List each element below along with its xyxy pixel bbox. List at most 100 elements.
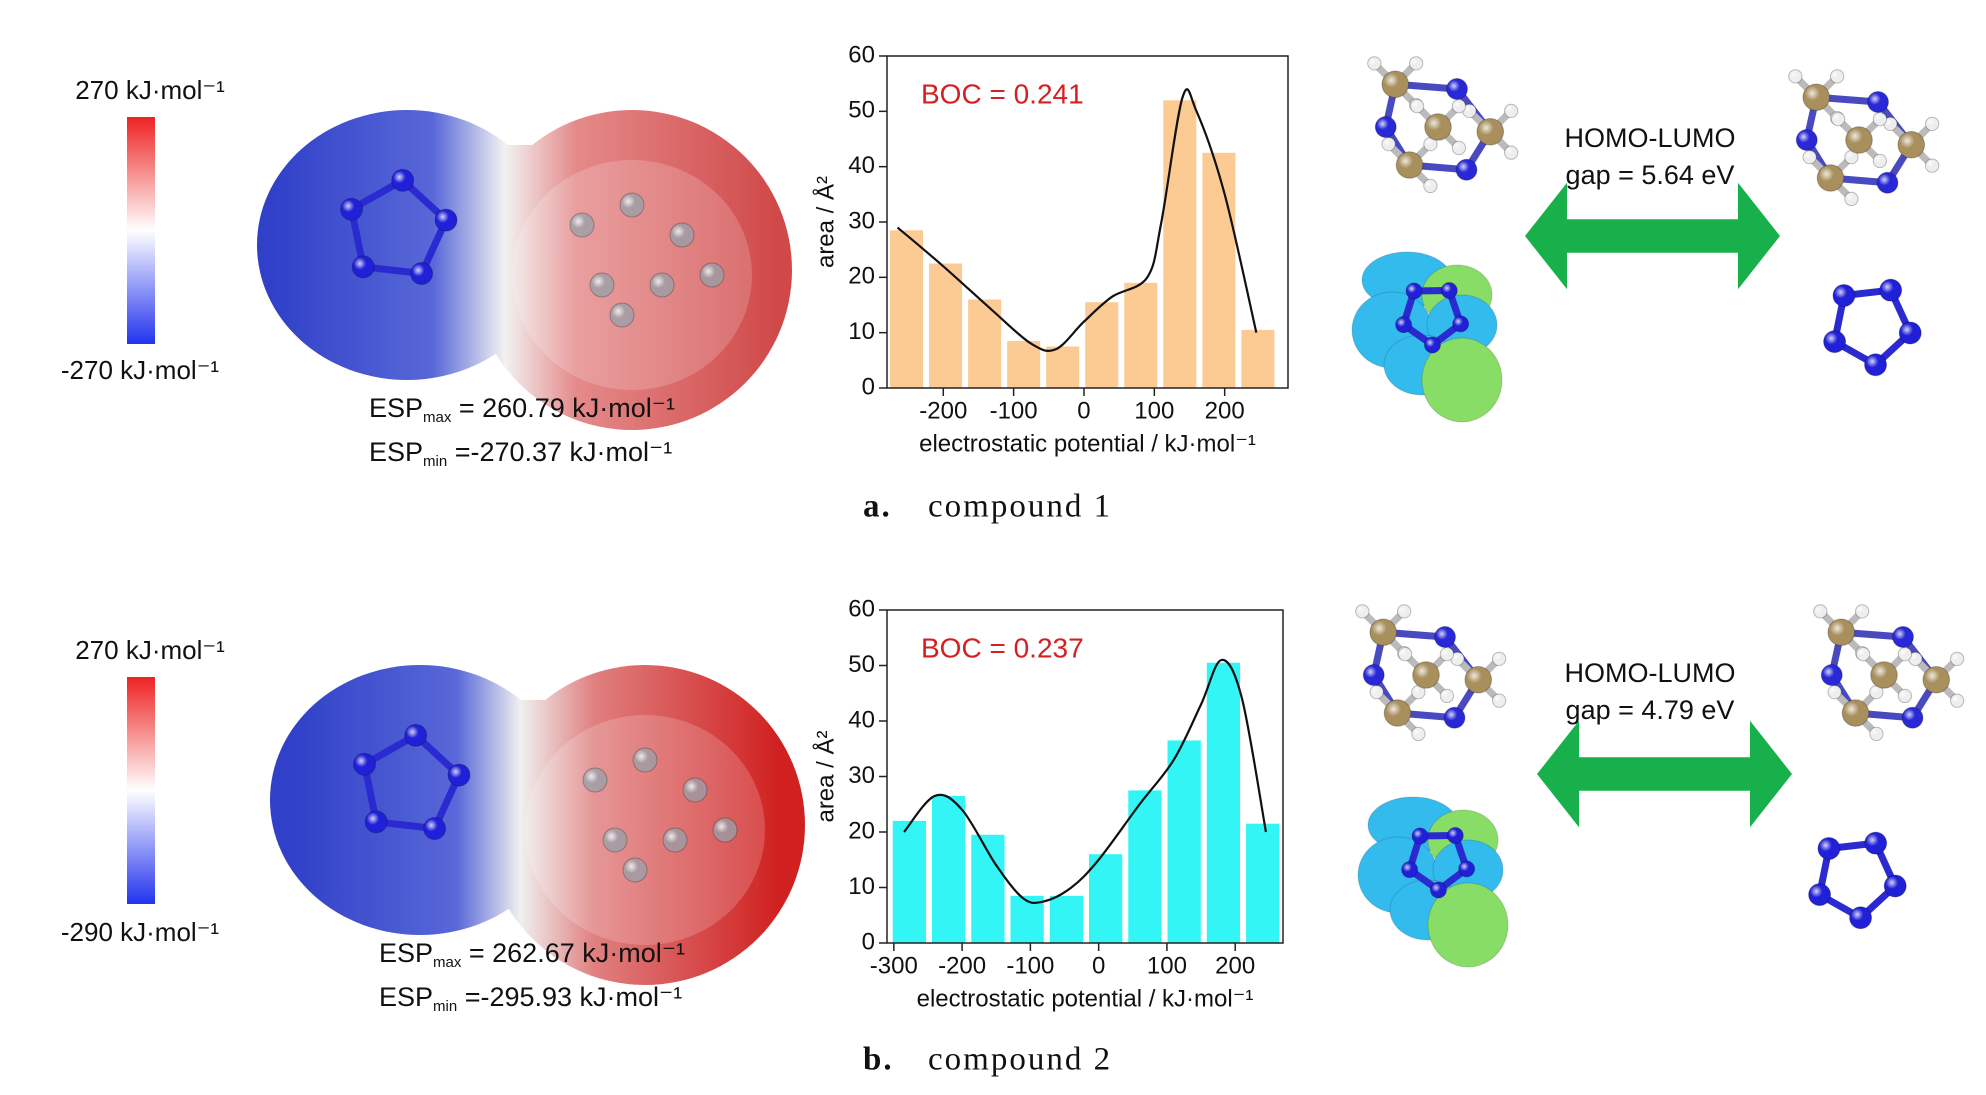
atom-shine: [670, 223, 694, 247]
x-tick-label: -300: [870, 952, 918, 979]
atom-shine: [1788, 69, 1802, 83]
atom-shine: [1423, 137, 1438, 151]
histogram-bar: [1241, 329, 1275, 388]
atom-shine: [1464, 666, 1492, 694]
y-tick-label: 0: [862, 928, 875, 955]
atom-shine: [1462, 104, 1476, 118]
atom-shine: [1821, 664, 1843, 686]
y-tick-label: 10: [848, 873, 875, 900]
atom-shine: [1424, 336, 1441, 353]
x-tick-label: -100: [990, 397, 1038, 424]
atom-shine: [1796, 129, 1818, 151]
atom-shine: [1808, 883, 1831, 906]
esp-subscript: min: [423, 453, 447, 470]
histogram-bar: [1124, 282, 1158, 388]
atom-shine: [410, 262, 433, 285]
esp-text: = 262.67 kJ·mol⁻¹: [461, 938, 685, 968]
y-tick-label: 0: [862, 373, 875, 400]
atom-shine: [1845, 126, 1873, 154]
x-tick-label: 100: [1147, 952, 1187, 979]
esp-value: ESPmin =-270.37 kJ·mol⁻¹: [369, 437, 672, 470]
atom-shine: [570, 213, 594, 237]
caption: compound 1: [928, 489, 1112, 525]
histogram-bar: [1010, 895, 1044, 943]
atom-shine: [435, 209, 458, 232]
scale-min: -290 kJ·mol⁻¹: [61, 917, 220, 947]
atom-shine: [1369, 618, 1397, 646]
y-tick-label: 20: [848, 263, 875, 290]
atom-shine: [1898, 689, 1912, 703]
scale-min: -270 kJ·mol⁻¹: [61, 355, 220, 385]
atom-shine: [713, 818, 737, 842]
atom-shine: [1925, 159, 1939, 173]
y-axis-label: area / Å²: [811, 730, 839, 822]
atom-shine: [1401, 861, 1418, 878]
histogram-bar: [1089, 854, 1123, 943]
atom-shine: [1823, 330, 1846, 353]
atom-shine: [1855, 604, 1869, 618]
histogram-bar: [1163, 100, 1197, 389]
atom-shine: [1398, 647, 1412, 661]
atom-shine: [1412, 827, 1429, 844]
atom-shine: [1452, 99, 1466, 113]
atom-shine: [1867, 91, 1889, 113]
atom-shine: [1492, 652, 1506, 666]
esp-shade: [512, 160, 752, 390]
atom-shine: [1381, 137, 1396, 151]
esp-symbol: ESP: [379, 938, 433, 968]
esp-value: ESPmax = 262.67 kJ·mol⁻¹: [379, 938, 685, 971]
annotation: BOC = 0.237: [921, 632, 1084, 663]
atom-shine: [1817, 837, 1840, 860]
atom-shine: [1864, 353, 1887, 376]
atom-shine: [1892, 626, 1914, 648]
y-tick-label: 40: [848, 706, 875, 733]
esp-subscript: max: [423, 409, 452, 426]
atom-shine: [633, 748, 657, 772]
scale-max: 270 kJ·mol⁻¹: [75, 635, 225, 665]
atom-shine: [1879, 279, 1902, 302]
atom-shine: [1441, 282, 1458, 299]
esp-shade: [525, 715, 765, 945]
orbital-lobe: [1421, 337, 1503, 423]
x-axis-label: electrostatic potential / kJ·mol⁻¹: [917, 985, 1254, 1012]
atom-shine: [423, 817, 446, 840]
atom-shine: [1899, 321, 1922, 344]
y-tick-label: 10: [848, 318, 875, 345]
atom-shine: [1869, 685, 1884, 699]
histogram-bar: [1049, 895, 1084, 943]
esp-text: = 260.79 kJ·mol⁻¹: [451, 393, 675, 423]
atom-shine: [1446, 78, 1468, 100]
atom-shine: [1411, 685, 1426, 699]
esp-symbol: ESP: [369, 393, 423, 423]
histogram-bar: [1007, 340, 1041, 388]
atom-shine: [1830, 69, 1844, 83]
atom-shine: [1922, 666, 1950, 694]
atom-shine: [1827, 685, 1842, 699]
atom-shine: [1849, 906, 1872, 929]
atom-shine: [352, 255, 375, 278]
atom-shine: [663, 828, 687, 852]
atom-shine: [353, 753, 376, 776]
caption: compound 2: [928, 1042, 1112, 1078]
y-tick-label: 30: [848, 207, 875, 234]
atom-shine: [1406, 282, 1423, 299]
atom-shine: [1902, 707, 1923, 729]
esp-text: =-295.93 kJ·mol⁻¹: [457, 982, 682, 1012]
histogram-bar: [1206, 662, 1241, 943]
y-axis-label: area / Å²: [811, 176, 839, 268]
caption-letter: b.: [863, 1042, 894, 1078]
x-tick-label: -200: [938, 952, 986, 979]
y-tick-label: 50: [848, 651, 875, 678]
atom-shine: [1817, 164, 1844, 192]
atom-shine: [365, 810, 388, 833]
atom-shine: [391, 169, 414, 192]
scale-max: 270 kJ·mol⁻¹: [75, 75, 225, 105]
atom-shine: [1832, 284, 1855, 307]
histogram-bar: [890, 230, 924, 388]
atom-shine: [1476, 118, 1504, 146]
x-tick-label: -200: [919, 397, 967, 424]
atom-shine: [1409, 56, 1423, 70]
atom-shine: [1440, 689, 1454, 703]
color-bar: [127, 117, 155, 344]
